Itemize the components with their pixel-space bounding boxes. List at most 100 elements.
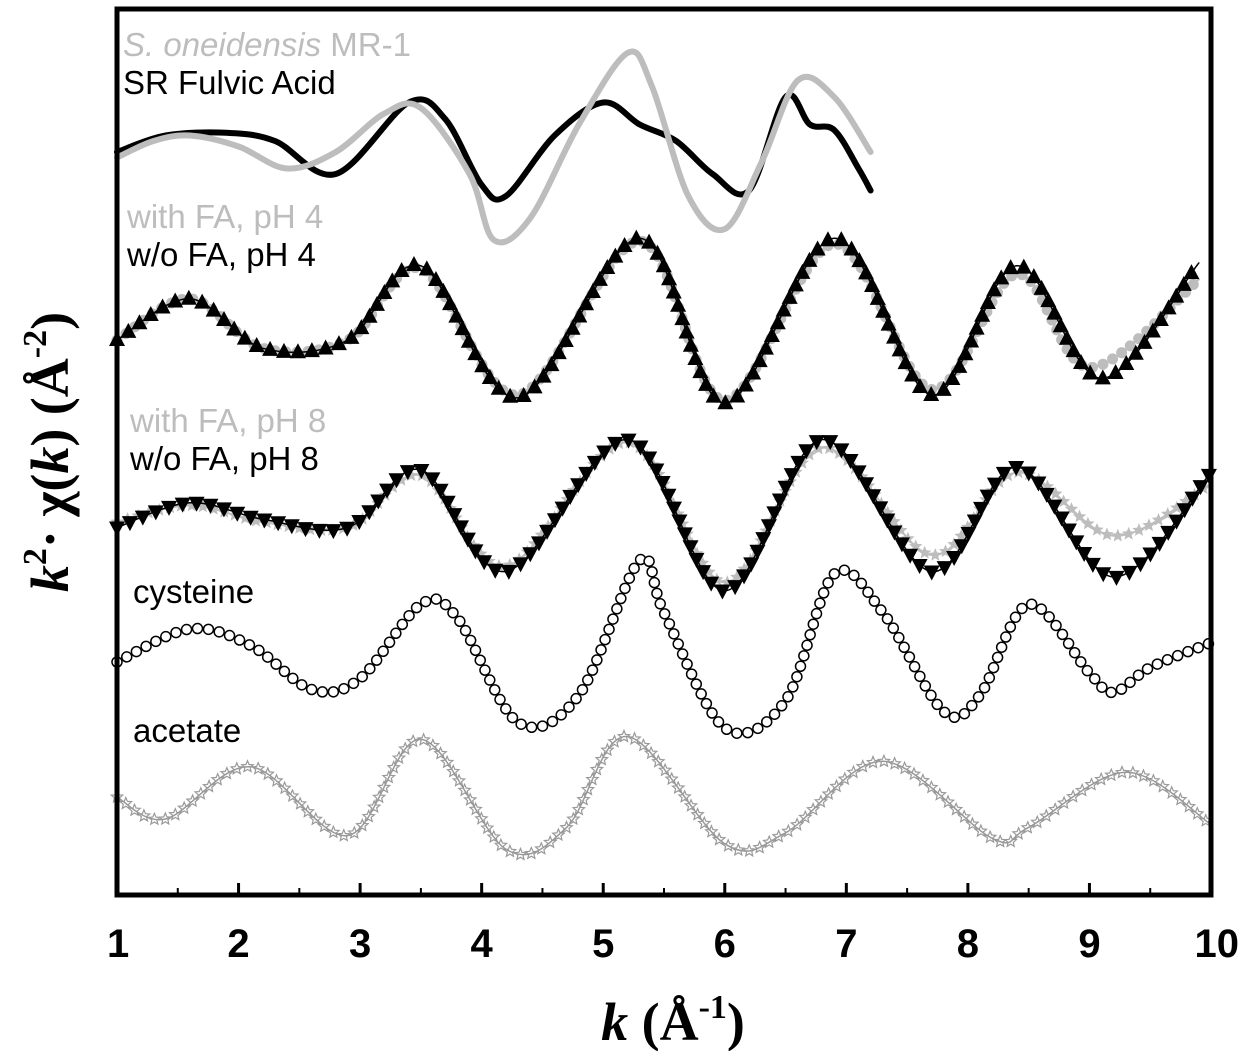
data-point-ph8-without-fa: [607, 436, 624, 452]
data-point-ph8-without-fa: [161, 500, 178, 516]
data-point-ph4-without-fa: [729, 387, 746, 403]
data-point-cysteine: [1000, 631, 1012, 643]
data-point-ph8-without-fa: [487, 563, 504, 579]
data-point-cysteine: [676, 648, 689, 660]
data-point-ph8-without-fa: [966, 514, 983, 530]
data-point-acetate: [607, 734, 622, 748]
data-point-ph4-without-fa: [957, 345, 974, 361]
data-point-ph8-without-fa: [452, 520, 469, 536]
data-point-ph4-without-fa: [737, 376, 754, 392]
data-point-cysteine: [140, 640, 152, 653]
x-axis-var: k: [601, 992, 628, 1051]
data-point-ph4-without-fa: [607, 247, 624, 263]
data-point-ph8-without-fa: [995, 466, 1012, 482]
data-point-ph8-without-fa: [311, 523, 328, 539]
data-point-cysteine: [586, 664, 599, 676]
data-point-ph8-with-fa: [1161, 507, 1175, 520]
data-point-cysteine: [741, 726, 754, 739]
data-point-ph4-without-fa: [393, 262, 410, 278]
data-point-ph4-without-fa: [226, 320, 243, 336]
data-point-acetate: [486, 829, 501, 844]
data-point-acetate: [468, 801, 483, 816]
data-point-ph8-without-fa: [1084, 557, 1101, 573]
data-point-cysteine: [576, 683, 589, 696]
data-point-ph4-without-fa: [751, 352, 768, 368]
data-point-ph8-without-fa: [886, 525, 903, 541]
data-point-ph8-without-fa: [833, 443, 850, 459]
data-point-ph8-with-fa: [1142, 518, 1156, 532]
data-point-ph4-without-fa: [1175, 275, 1192, 291]
data-point-acetate: [534, 841, 549, 855]
data-point-ph8-without-fa: [923, 565, 940, 581]
data-point-ph4-without-fa: [1144, 322, 1161, 338]
data-point-cysteine: [690, 678, 703, 690]
data-point-acetate: [594, 752, 609, 766]
data-point-ph4-without-fa: [851, 252, 868, 268]
data-point-ph4-without-fa: [1058, 329, 1075, 345]
data-point-ph4-without-fa: [435, 282, 452, 298]
data-point-ph8-without-fa: [850, 465, 867, 481]
data-point-ph4-without-fa: [384, 272, 401, 288]
data-point-cysteine: [938, 706, 951, 719]
data-point-cysteine: [1141, 663, 1154, 675]
data-point-cysteine: [390, 627, 402, 640]
series-label: acetate: [133, 712, 241, 749]
data-point-cysteine: [987, 661, 1000, 674]
data-point-acetate: [366, 799, 382, 814]
data-point-cysteine: [130, 645, 143, 658]
data-point-ph4-without-fa: [935, 380, 952, 396]
data-point-ph8-without-fa: [1108, 570, 1125, 586]
data-point-ph4-without-fa: [875, 302, 892, 318]
data-point-ph8-without-fa: [808, 435, 825, 451]
data-point-acetate: [627, 731, 642, 746]
data-point-acetate: [752, 840, 767, 854]
data-point-ph4-without-fa: [167, 292, 184, 308]
data-point-cysteine: [700, 697, 713, 710]
data-point-ph4-without-fa: [1002, 259, 1019, 275]
data-point-ph8-with-fa: [1049, 486, 1063, 500]
data-point-ph4-without-fa: [1183, 264, 1200, 280]
data-point-cysteine: [347, 677, 360, 690]
data-point-cysteine: [1132, 669, 1145, 681]
data-point-acetate: [336, 828, 351, 842]
data-point-cysteine: [191, 622, 204, 635]
data-point-cysteine: [454, 615, 466, 628]
data-point-ph8-without-fa: [586, 455, 603, 471]
data-point-ph8-without-fa: [783, 468, 800, 484]
data-point-cysteine: [966, 699, 978, 712]
data-point-ph8-without-fa: [242, 510, 259, 526]
series-label: SR Fulvic Acid: [123, 64, 336, 101]
data-point-ph4-without-fa: [687, 350, 704, 366]
data-point-acetate: [1047, 802, 1063, 816]
data-point-acetate: [664, 771, 679, 786]
data-point-acetate: [502, 843, 518, 858]
data-point-cysteine: [1096, 681, 1108, 693]
data-point-ph4-without-fa: [194, 293, 211, 309]
data-point-acetate: [480, 820, 495, 835]
data-point-cysteine: [403, 609, 415, 622]
y-axis-sup2: -2: [17, 330, 54, 358]
data-point-acetate: [439, 754, 455, 769]
data-point-ph4-without-fa: [131, 314, 148, 330]
data-point-ph8-without-fa: [1168, 514, 1185, 530]
data-point-cysteine: [121, 651, 133, 663]
data-point-acetate: [269, 773, 284, 787]
data-point-ph8-with-fa: [894, 523, 908, 536]
data-point-cysteine: [377, 645, 389, 658]
data-point-cysteine: [1182, 645, 1194, 658]
data-point-ph4-without-fa: [1025, 268, 1042, 284]
data-point-cysteine: [731, 727, 743, 739]
data-point-cysteine: [1016, 602, 1028, 615]
data-point-acetate: [671, 780, 686, 795]
data-point-cysteine: [370, 654, 383, 666]
data-point-ph8-without-fa: [703, 576, 720, 592]
data-point-ph8-without-fa: [798, 444, 815, 460]
data-point-cysteine: [875, 604, 887, 616]
data-point-acetate: [940, 794, 956, 809]
data-point-acetate: [285, 788, 300, 803]
data-point-acetate: [210, 772, 225, 786]
data-point-ph4-without-fa: [502, 387, 519, 403]
data-point-ph8-without-fa: [530, 536, 547, 552]
data-point-ph8-without-fa: [665, 501, 682, 517]
x-tick-label: 7: [835, 922, 857, 966]
